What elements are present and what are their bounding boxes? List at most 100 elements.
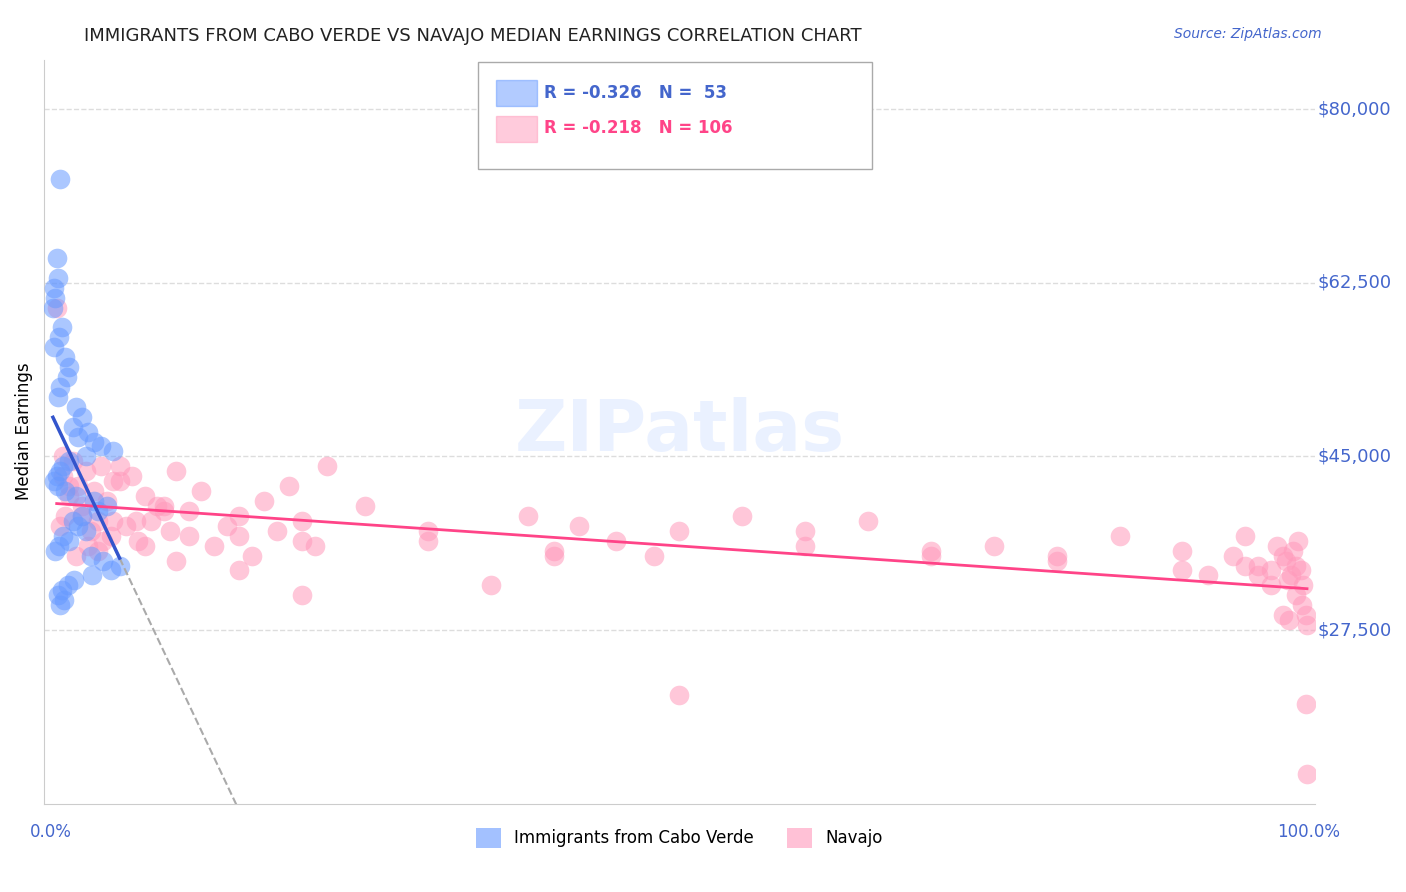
Point bbox=[70, 499, 93, 513]
Point bbox=[108, 459, 131, 474]
Point bbox=[152, 499, 174, 513]
Point bbox=[65, 489, 87, 503]
Point bbox=[51, 320, 73, 334]
Point bbox=[146, 499, 169, 513]
Point bbox=[79, 524, 101, 538]
Point bbox=[100, 564, 122, 578]
Point bbox=[1046, 553, 1069, 567]
Point bbox=[152, 504, 174, 518]
Point bbox=[177, 504, 200, 518]
Point bbox=[1291, 598, 1313, 612]
Text: 100.0%: 100.0% bbox=[1277, 823, 1340, 841]
Point bbox=[87, 543, 110, 558]
Point bbox=[228, 529, 250, 543]
Point bbox=[45, 301, 67, 315]
Point bbox=[291, 533, 314, 548]
Point bbox=[127, 533, 149, 548]
Point bbox=[1222, 549, 1244, 563]
Point bbox=[103, 514, 125, 528]
Text: IMMIGRANTS FROM CABO VERDE VS NAVAJO MEDIAN EARNINGS CORRELATION CHART: IMMIGRANTS FROM CABO VERDE VS NAVAJO MED… bbox=[84, 27, 862, 45]
Point bbox=[1260, 578, 1282, 592]
Point bbox=[46, 270, 69, 285]
Point bbox=[48, 539, 70, 553]
Point bbox=[165, 464, 187, 478]
Point bbox=[1247, 568, 1270, 582]
Point bbox=[354, 499, 377, 513]
Point bbox=[1171, 543, 1194, 558]
Point bbox=[103, 474, 125, 488]
Point bbox=[202, 539, 225, 553]
Point bbox=[79, 549, 101, 563]
Point bbox=[1265, 539, 1288, 553]
Point bbox=[83, 494, 105, 508]
Point bbox=[67, 479, 90, 493]
Point bbox=[62, 514, 84, 528]
Point bbox=[920, 543, 942, 558]
Point bbox=[165, 553, 187, 567]
Point bbox=[49, 598, 72, 612]
Point bbox=[45, 251, 67, 265]
Point bbox=[517, 508, 540, 523]
Point bbox=[1234, 558, 1257, 573]
Point bbox=[1197, 568, 1219, 582]
Point bbox=[316, 459, 339, 474]
Point bbox=[44, 543, 66, 558]
Point bbox=[45, 469, 67, 483]
Text: R = -0.326   N =  53: R = -0.326 N = 53 bbox=[544, 84, 727, 102]
Point bbox=[291, 588, 314, 602]
Point bbox=[1295, 698, 1317, 712]
Point bbox=[253, 494, 276, 508]
Point bbox=[91, 553, 114, 567]
Point bbox=[240, 549, 263, 563]
Point bbox=[543, 543, 565, 558]
Point bbox=[1286, 533, 1309, 548]
Point bbox=[1274, 553, 1296, 567]
Point bbox=[46, 479, 69, 493]
Point bbox=[77, 539, 100, 553]
Point bbox=[87, 514, 110, 528]
Point bbox=[87, 504, 110, 518]
Point bbox=[139, 514, 162, 528]
Point bbox=[65, 549, 87, 563]
Point bbox=[75, 450, 97, 464]
Point bbox=[75, 524, 97, 538]
Point bbox=[91, 533, 114, 548]
Point bbox=[416, 533, 439, 548]
Point bbox=[62, 454, 84, 468]
Text: $45,000: $45,000 bbox=[1317, 448, 1391, 466]
Point bbox=[55, 484, 77, 499]
Point bbox=[96, 494, 118, 508]
Point bbox=[58, 454, 80, 468]
Point bbox=[103, 444, 125, 458]
Point bbox=[63, 574, 86, 588]
Point bbox=[668, 688, 690, 702]
Point bbox=[70, 508, 93, 523]
Point bbox=[52, 529, 75, 543]
Point bbox=[1277, 574, 1299, 588]
Point bbox=[44, 281, 66, 295]
Point bbox=[115, 519, 138, 533]
Point bbox=[1247, 558, 1270, 573]
Point bbox=[215, 519, 238, 533]
Y-axis label: Median Earnings: Median Earnings bbox=[15, 363, 32, 500]
Point bbox=[278, 479, 301, 493]
Point bbox=[44, 340, 66, 354]
Point bbox=[983, 539, 1005, 553]
Point bbox=[1108, 529, 1130, 543]
Point bbox=[1289, 564, 1312, 578]
Point bbox=[643, 549, 665, 563]
Point bbox=[44, 474, 66, 488]
Point bbox=[58, 360, 80, 375]
Point bbox=[1292, 578, 1315, 592]
Point bbox=[67, 429, 90, 443]
Point bbox=[1296, 618, 1319, 632]
Point bbox=[83, 484, 105, 499]
Point bbox=[52, 450, 75, 464]
Point bbox=[55, 370, 77, 384]
Point bbox=[55, 350, 77, 364]
Legend: Immigrants from Cabo Verde, Navajo: Immigrants from Cabo Verde, Navajo bbox=[470, 822, 890, 855]
Point bbox=[96, 499, 118, 513]
Point bbox=[228, 564, 250, 578]
Point bbox=[731, 508, 754, 523]
Point bbox=[1296, 767, 1319, 781]
